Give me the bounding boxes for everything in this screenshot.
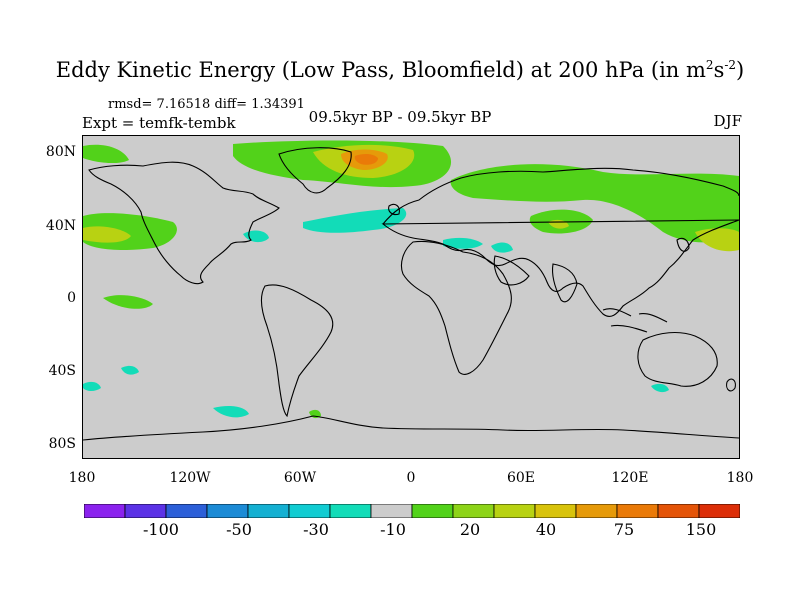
contour-pacific-west-yellow — [83, 226, 131, 243]
coast-north-america — [88, 161, 280, 285]
lon-label-120w: 120W — [169, 470, 211, 486]
season-label: DJF — [713, 112, 742, 130]
coast-india — [551, 263, 578, 303]
colorbar-box-2 — [165, 504, 208, 518]
colorbar-box-11 — [534, 504, 577, 518]
colorbar-box-0 — [84, 504, 126, 518]
anomaly-contours — [83, 140, 739, 419]
lat-label-80n: 80N — [45, 144, 76, 160]
colorbar-label-neg10: -10 — [380, 520, 406, 539]
lon-label-0: 0 — [406, 470, 416, 486]
lon-label-60w: 60W — [283, 470, 317, 486]
coast-greenland — [278, 147, 352, 194]
coast-indonesia — [602, 308, 668, 333]
experiment-label: Expt = temfk-tembk — [82, 114, 236, 132]
colorbar-label-75: 75 — [613, 520, 635, 539]
contour-pacific-yellow — [695, 228, 739, 252]
contour-atlantic-cyan — [303, 208, 407, 233]
contour-gulf-cyan — [243, 230, 269, 243]
colorbar-label-neg30: -30 — [303, 520, 329, 539]
coast-japan — [676, 237, 690, 252]
coast-new-zealand — [726, 378, 736, 392]
colorbar-box-15 — [698, 504, 740, 518]
colorbar-label-150: 150 — [685, 520, 717, 539]
lat-label-80s: 80S — [48, 436, 76, 452]
lat-label-40n: 40N — [45, 218, 76, 234]
colorbar-box-10 — [493, 504, 536, 518]
period-label: 09.5kyr BP - 09.5kyr BP — [308, 108, 492, 126]
coast-british-isles — [388, 203, 400, 216]
colorbar-label-20: 20 — [459, 520, 481, 539]
coast-australia — [637, 331, 718, 387]
colorbar-box-1 — [124, 504, 167, 518]
colorbar-box-7 — [370, 504, 413, 518]
colorbar-box-5 — [288, 504, 331, 518]
contour-south-pacific-cyan — [83, 381, 101, 391]
contour-southern-ocean-cyan — [213, 406, 249, 418]
colorbar — [84, 504, 740, 518]
lon-label-120e: 120E — [611, 470, 649, 486]
contour-siberia-green — [450, 164, 739, 243]
colorbar-box-12 — [575, 504, 618, 518]
contour-arctic-west-green — [83, 144, 129, 164]
contour-arabia-cyan — [491, 242, 513, 253]
coast-south-america — [260, 284, 334, 418]
colorbar-label-40: 40 — [535, 520, 557, 539]
colorbar-box-8 — [411, 504, 454, 518]
colorbar-box-6 — [329, 504, 372, 518]
contour-tropical-pacific-green — [103, 295, 153, 309]
lat-label-0: 0 — [67, 290, 76, 306]
colorbar-box-9 — [452, 504, 495, 518]
colorbar-box-14 — [657, 504, 700, 518]
lon-label-180w: 180 — [68, 470, 96, 486]
coast-antarctica — [83, 415, 739, 441]
lon-label-180e: 180 — [726, 470, 754, 486]
colorbar-label-neg50: -50 — [226, 520, 252, 539]
colorbar-label-neg100: -100 — [143, 520, 179, 539]
colorbar-box-13 — [616, 504, 659, 518]
contour-north-atlantic-red — [354, 153, 378, 165]
lat-label-40s: 40S — [48, 363, 76, 379]
coast-arabia — [493, 255, 530, 286]
coast-africa — [400, 240, 512, 375]
chart-title: Eddy Kinetic Energy (Low Pass, Bloomfiel… — [55, 58, 745, 82]
contour-south-pacific-cyan-2 — [121, 365, 139, 375]
coastlines — [83, 147, 739, 441]
coast-eurasia — [381, 167, 739, 317]
statistics-label: rmsd= 7.16518 diff= 1.34391 — [108, 97, 305, 112]
contour-southern-indian-cyan — [651, 383, 669, 393]
contour-mediterranean-cyan — [443, 237, 483, 249]
world-map — [82, 135, 740, 459]
lon-label-60e: 60E — [506, 470, 536, 486]
colorbar-box-4 — [247, 504, 290, 518]
colorbar-box-3 — [206, 504, 249, 518]
